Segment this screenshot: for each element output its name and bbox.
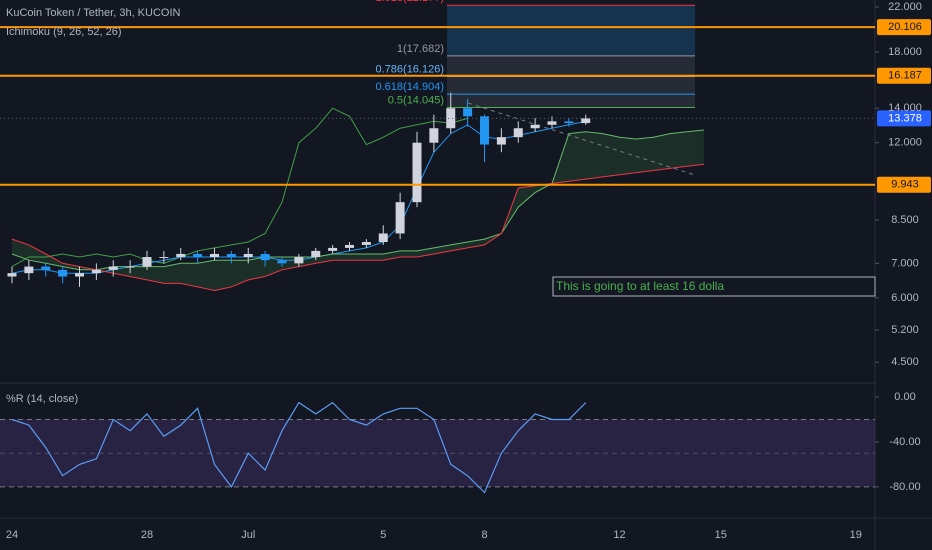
price-label-box — [877, 67, 931, 84]
candle-body — [480, 116, 489, 145]
candle-body — [176, 253, 186, 258]
x-tick-label: 8 — [481, 529, 487, 541]
candle-body — [581, 118, 591, 124]
candle-body — [328, 247, 338, 251]
candle-body — [58, 269, 68, 277]
candle-body — [193, 253, 203, 258]
candle-body — [260, 253, 270, 261]
annotation-box — [552, 276, 876, 297]
y-tick-label: 4.500 — [891, 356, 919, 368]
fib-zone — [447, 94, 695, 108]
x-tick-label: 5 — [380, 529, 386, 541]
indicator-title: Ichimoku (9, 26, 52, 26) — [6, 26, 122, 38]
candle-body — [41, 266, 51, 270]
candle-body — [277, 260, 287, 264]
y-tick-label: -40.00 — [889, 436, 920, 448]
fib-zone — [447, 55, 695, 77]
indicator-title: %R (14, close) — [6, 393, 78, 405]
fib-label: 1(17.682) — [397, 43, 444, 55]
candle-body — [210, 253, 219, 258]
price-label-box — [877, 176, 931, 193]
candle-body — [547, 121, 557, 125]
candle-body — [294, 257, 304, 264]
y-tick-label: 12.000 — [888, 137, 922, 149]
fib-label: 0.5(14.045) — [388, 94, 444, 106]
y-tick-label: 18.000 — [888, 46, 922, 58]
ichimoku-cloud — [12, 130, 704, 291]
price-label: 20.106 — [888, 21, 922, 33]
candle-body — [311, 250, 321, 258]
candle-body — [142, 257, 152, 267]
candle-body — [496, 137, 506, 145]
candle-body — [345, 244, 354, 248]
fib-label: 1.618(22.177) — [376, 0, 445, 4]
annotation: This is going to at least 16 dolla — [556, 279, 724, 293]
price-label: 9.943 — [891, 179, 919, 191]
candle-body — [412, 142, 422, 203]
y-tick-label: 0.00 — [894, 391, 915, 403]
y-tick-label: 22.000 — [888, 1, 922, 13]
candle-body — [513, 128, 523, 138]
candle-body — [564, 121, 574, 124]
y-tick-label: 8.500 — [891, 214, 919, 226]
ichimoku-line — [11, 107, 468, 268]
price-label: 13.378 — [888, 112, 922, 124]
candle-body — [91, 269, 101, 274]
price-label-box — [877, 19, 931, 36]
price-label-box — [877, 110, 931, 127]
candle-body — [429, 128, 439, 143]
fib-label: 0.786(16.126) — [376, 63, 445, 75]
price-label: 16.187 — [888, 70, 922, 82]
candle-body — [108, 266, 118, 270]
candle-body — [446, 108, 456, 129]
ichimoku-line — [11, 163, 704, 292]
chart-title: KuCoin Token / Tether, 3h, KUCOIN — [6, 7, 181, 19]
fib-zone — [447, 76, 695, 95]
williams-r-line — [11, 401, 587, 494]
x-tick-label: 24 — [6, 529, 18, 541]
candle-body — [463, 108, 473, 117]
candle-body — [24, 266, 34, 274]
candle-body — [378, 233, 388, 243]
candle-body — [159, 257, 169, 259]
x-tick-label: Jul — [241, 529, 255, 541]
x-tick-label: 19 — [850, 529, 862, 541]
candle-body — [75, 273, 84, 277]
y-tick-label: 6.000 — [891, 292, 919, 304]
candle-body — [361, 242, 371, 245]
fib-label: 0.618(14.904) — [376, 81, 445, 93]
candle-body — [7, 273, 17, 277]
y-tick-label: -80.00 — [889, 481, 920, 493]
y-tick-label: 14.000 — [888, 102, 922, 114]
y-tick-label: 5.200 — [891, 324, 919, 336]
candle-body — [530, 124, 540, 129]
candle-body — [395, 202, 405, 234]
x-tick-label: 12 — [613, 529, 625, 541]
fib-zone — [447, 5, 695, 56]
candle-body — [226, 253, 236, 258]
candle-body — [125, 266, 135, 268]
y-tick-label: 7.000 — [891, 257, 919, 269]
x-tick-label: 15 — [715, 529, 727, 541]
candle-body — [243, 253, 253, 258]
x-tick-label: 28 — [141, 529, 153, 541]
